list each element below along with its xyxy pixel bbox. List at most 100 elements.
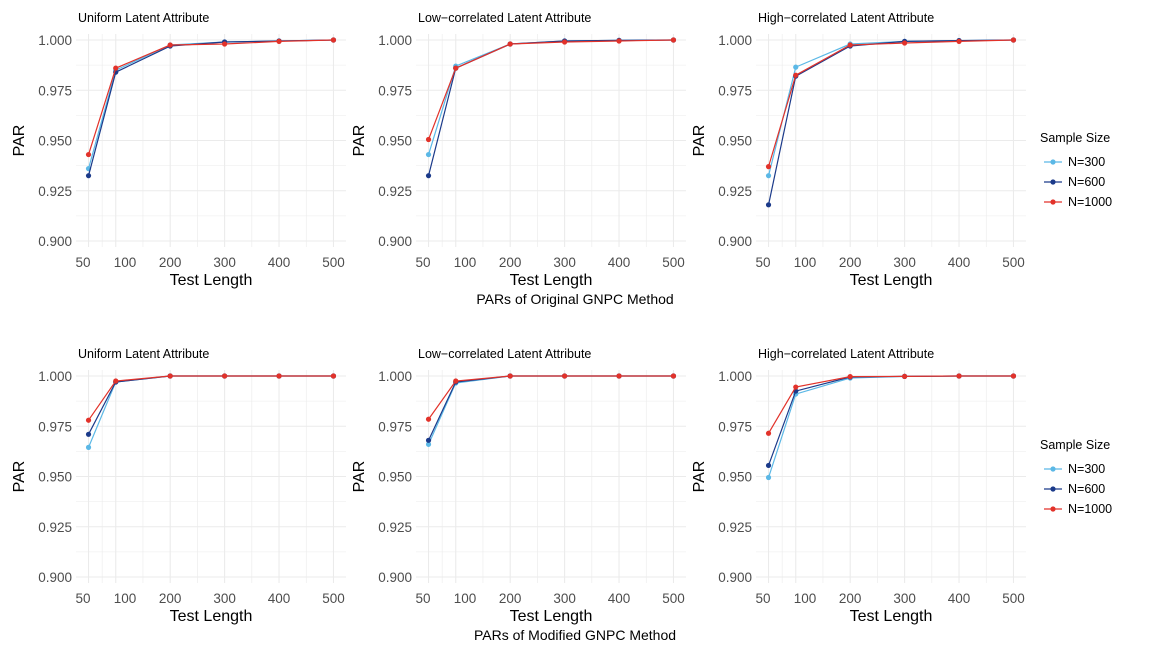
y-tick-label: 0.975 (378, 83, 412, 98)
data-point (113, 65, 119, 71)
x-tick-label: 200 (499, 591, 522, 606)
data-point (330, 37, 337, 43)
panel-title: Uniform Latent Attribute (78, 347, 209, 361)
panel-title: Low−correlated Latent Attribute (418, 11, 591, 25)
legend-key-point (1050, 199, 1056, 205)
series-n-1000 (425, 373, 677, 422)
x-tick-label: 200 (839, 591, 862, 606)
data-point (222, 373, 228, 379)
y-tick-label: 0.900 (718, 234, 752, 249)
x-tick-label: 200 (159, 255, 182, 270)
series-n-600 (765, 37, 1017, 208)
data-point (507, 41, 513, 47)
data-point (562, 373, 568, 379)
x-tick-label: 50 (76, 255, 91, 270)
data-point (85, 173, 92, 179)
y-tick-label: 1.000 (718, 369, 752, 384)
x-tick-label: 100 (454, 255, 477, 270)
series-line (88, 375, 334, 421)
x-tick-label: 50 (416, 591, 431, 606)
y-tick-label: 0.950 (378, 134, 412, 149)
data-point (113, 378, 119, 384)
series-n-600 (425, 373, 677, 443)
data-point (765, 462, 772, 469)
legend-entry: N=600 (1044, 175, 1105, 189)
data-point (425, 136, 432, 143)
data-point (453, 378, 459, 384)
legend: Sample Size N=300 N=600 N=1000 (1040, 131, 1112, 209)
y-tick-label: 0.950 (38, 470, 72, 485)
y-tick-label: 0.950 (718, 470, 752, 485)
series-n-600 (85, 373, 337, 437)
data-point (765, 164, 772, 170)
x-tick-label: 100 (794, 591, 817, 606)
data-point (793, 384, 799, 390)
x-tick-label: 300 (893, 255, 916, 270)
data-point (276, 38, 282, 45)
data-point (670, 37, 677, 43)
data-point (222, 41, 228, 47)
y-tick-label: 0.975 (38, 83, 72, 98)
x-tick-label: 500 (322, 591, 345, 606)
y-tick-label: 0.975 (378, 419, 412, 434)
series-line (767, 39, 1014, 167)
x-tick-label: 100 (454, 591, 477, 606)
data-point (793, 72, 799, 78)
panel-2: Low−correlated Latent Attribute 0.900 0.92… (351, 11, 686, 289)
data-point (425, 437, 432, 443)
data-point (276, 373, 282, 379)
series-n-1000 (85, 373, 337, 423)
legend-entry: N=1000 (1044, 195, 1112, 209)
y-tick-label: 0.925 (38, 184, 72, 199)
legend-key-point (1050, 159, 1056, 165)
x-tick-label: 50 (756, 255, 771, 270)
data-point (847, 374, 853, 380)
legend-label: N=1000 (1068, 502, 1112, 516)
x-tick-label: 300 (893, 591, 916, 606)
x-tick-label: 400 (608, 255, 631, 270)
y-tick-label: 0.900 (378, 570, 412, 585)
panel-title: High−correlated Latent Attribute (758, 347, 934, 361)
y-tick-label: 0.975 (718, 419, 752, 434)
legend-label: N=600 (1068, 482, 1105, 496)
series-line (87, 39, 334, 155)
series-n-300 (425, 37, 677, 158)
y-axis-label: PAR (691, 125, 708, 157)
series-line (427, 39, 674, 176)
data-point (765, 173, 772, 179)
series-line (767, 39, 1014, 205)
x-tick-label: 500 (322, 255, 345, 270)
x-tick-label: 300 (213, 255, 236, 270)
legend-entry: N=300 (1044, 155, 1105, 169)
x-tick-label: 50 (756, 591, 771, 606)
y-tick-label: 0.925 (38, 520, 72, 535)
panel-title: Uniform Latent Attribute (78, 11, 209, 25)
y-tick-label: 0.900 (38, 234, 72, 249)
legend-title: Sample Size (1040, 131, 1110, 145)
series-n-600 (425, 37, 677, 179)
x-tick-label: 100 (794, 255, 817, 270)
series-line (767, 375, 1014, 466)
data-point (85, 444, 92, 450)
row-caption: PARs of Modified GNPC Method (474, 627, 676, 643)
data-point (1010, 37, 1017, 43)
x-tick-label: 400 (948, 591, 971, 606)
legend-label: N=1000 (1068, 195, 1112, 209)
data-point (902, 40, 908, 46)
data-point (330, 373, 337, 379)
x-tick-label: 300 (553, 255, 576, 270)
x-tick-label: 300 (213, 591, 236, 606)
series-n-1000 (765, 37, 1017, 170)
y-tick-label: 0.975 (718, 83, 752, 98)
y-axis-label: PAR (11, 125, 28, 157)
panel-title: High−correlated Latent Attribute (758, 11, 934, 25)
series-n-1000 (765, 373, 1017, 436)
x-tick-label: 100 (114, 255, 137, 270)
x-tick-label: 500 (662, 591, 685, 606)
panel-4: Uniform Latent Attribute 0.900 0.925 0.950 0… (11, 347, 346, 625)
legend-key-point (1050, 486, 1056, 492)
data-point (616, 373, 622, 379)
series-n-300 (85, 37, 337, 172)
